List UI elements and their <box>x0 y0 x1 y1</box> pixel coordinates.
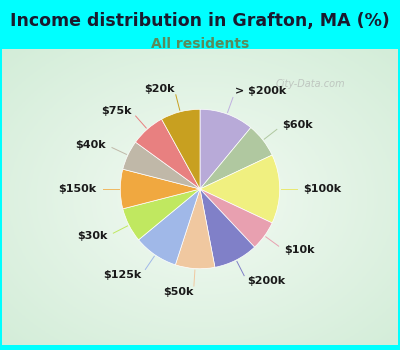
Text: $100k: $100k <box>304 184 342 194</box>
Text: $75k: $75k <box>101 106 132 116</box>
Text: $30k: $30k <box>77 231 108 241</box>
Wedge shape <box>200 109 251 189</box>
Wedge shape <box>123 189 200 240</box>
Text: $150k: $150k <box>58 184 96 194</box>
Text: $20k: $20k <box>144 84 174 93</box>
Text: $10k: $10k <box>284 245 314 255</box>
Text: City-Data.com: City-Data.com <box>276 78 346 89</box>
Text: $60k: $60k <box>282 120 312 131</box>
Text: $125k: $125k <box>104 270 142 280</box>
Wedge shape <box>162 109 200 189</box>
Text: > $200k: > $200k <box>235 86 286 97</box>
Wedge shape <box>200 155 280 223</box>
Wedge shape <box>136 119 200 189</box>
Text: Income distribution in Grafton, MA (%): Income distribution in Grafton, MA (%) <box>10 12 390 30</box>
Wedge shape <box>200 189 254 267</box>
Text: $50k: $50k <box>163 287 194 298</box>
Wedge shape <box>200 189 272 247</box>
Text: All residents: All residents <box>151 37 249 51</box>
Wedge shape <box>120 169 200 209</box>
Wedge shape <box>175 189 215 269</box>
Text: $200k: $200k <box>247 276 285 286</box>
Wedge shape <box>138 189 200 265</box>
Wedge shape <box>200 127 272 189</box>
Bar <box>2 49 398 345</box>
Text: $40k: $40k <box>76 140 106 150</box>
Wedge shape <box>123 142 200 189</box>
